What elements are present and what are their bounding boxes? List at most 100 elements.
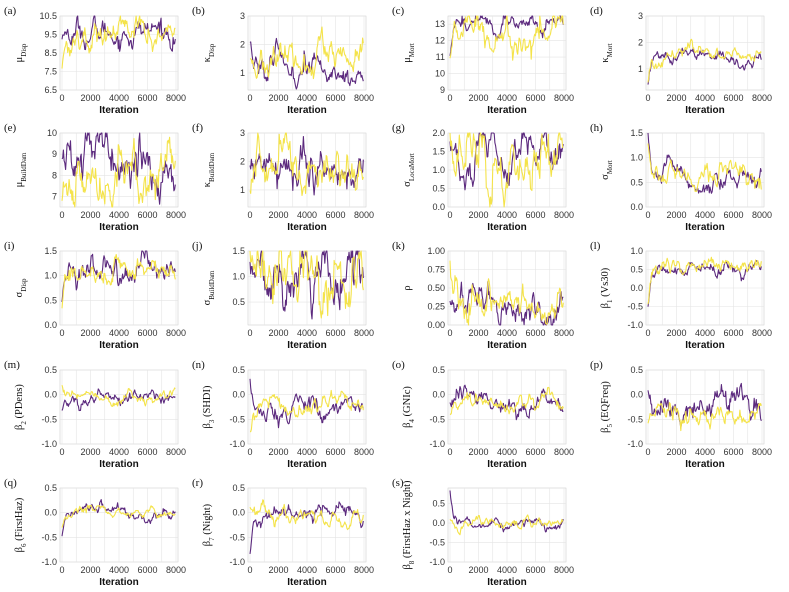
x-tick-label: 0 — [645, 210, 650, 220]
x-axis-label: Iteration — [685, 340, 724, 351]
y-axis-label: β6 (FirstHaz) — [14, 497, 28, 552]
y-tick-label: 0.0 — [432, 390, 445, 400]
y-axis-label: μMort — [402, 43, 416, 63]
y-tick-label: 0.5 — [44, 483, 57, 493]
y-tick-label: 0.0 — [232, 508, 245, 518]
x-tick-label: 8000 — [752, 93, 772, 103]
y-tick-label: 1 — [240, 68, 245, 78]
y-tick-label: 0.5 — [232, 483, 245, 493]
x-tick-label: 6000 — [525, 447, 545, 457]
x-axis-label: Iteration — [685, 222, 724, 233]
y-tick-label: 1 — [240, 185, 245, 195]
y-tick-label: 1.0 — [44, 271, 57, 281]
x-tick-label: 6000 — [325, 447, 345, 457]
y-axis-label: κDisp — [202, 43, 216, 62]
panel-n: (n) -1.0 -0.5 0.0 0.5 0 2000 4000 6000 8000 Iterat… — [192, 359, 374, 470]
x-tick-label: 0 — [247, 565, 252, 575]
y-tick-label: 0.5 — [232, 297, 245, 307]
y-tick-label: 2 — [240, 39, 245, 49]
x-tick-label: 4000 — [297, 447, 317, 457]
y-tick-label: 12 — [435, 36, 445, 46]
y-tick-label: 7 — [52, 191, 57, 201]
y-axis-label: β5 (EQFreq) — [600, 381, 614, 433]
x-axis-label: Iteration — [99, 459, 138, 470]
x-axis-label: Iteration — [287, 340, 326, 351]
y-tick-label: 13 — [435, 19, 445, 29]
y-tick-label: 1.0 — [232, 272, 245, 282]
y-tick-label: 0.75 — [427, 265, 445, 275]
x-tick-label: 4000 — [109, 93, 129, 103]
x-tick-label: 4000 — [497, 565, 517, 575]
x-tick-label: 0 — [247, 93, 252, 103]
y-tick-label: 9.5 — [44, 30, 57, 40]
y-tick-label: -0.5 — [627, 414, 643, 424]
y-tick-label: 0.5 — [630, 365, 643, 375]
y-tick-label: 2 — [240, 156, 245, 166]
y-tick-label: 6.5 — [44, 85, 57, 95]
x-tick-label: 0 — [447, 210, 452, 220]
x-tick-label: 0 — [447, 328, 452, 338]
x-tick-label: 6000 — [137, 565, 157, 575]
y-tick-label: 0.0 — [44, 320, 57, 330]
panel-o: (o) -1.0 -0.5 0.0 0.5 0 2000 4000 6000 8000 Iterat… — [392, 359, 574, 470]
y-axis-label: σMort — [600, 160, 614, 180]
x-tick-label: 6000 — [525, 93, 545, 103]
x-tick-label: 2000 — [268, 447, 288, 457]
panel-label-o: (o) — [392, 359, 405, 371]
x-axis-label: Iteration — [99, 577, 138, 588]
y-tick-label: 0.5 — [432, 184, 445, 194]
y-tick-label: 1.0 — [630, 246, 643, 256]
y-tick-label: -1.0 — [41, 439, 57, 449]
x-axis-label: Iteration — [287, 222, 326, 233]
y-tick-label: 0.5 — [432, 499, 445, 509]
x-tick-label: 4000 — [695, 93, 715, 103]
x-tick-label: 0 — [59, 565, 64, 575]
x-tick-label: 0 — [645, 447, 650, 457]
panel-label-s: (s) — [392, 477, 404, 489]
series-line-2 — [249, 389, 364, 433]
panel-d: (d) 1 2 3 0 2000 4000 6000 8000 Iteration κMort — [590, 5, 772, 116]
y-tick-label: 0.0 — [630, 202, 643, 212]
panel-label-d: (d) — [590, 5, 603, 17]
y-axis-label: β2 (PDens) — [14, 384, 28, 430]
y-tick-label: 9 — [52, 149, 57, 159]
y-tick-label: -0.5 — [229, 532, 245, 542]
y-tick-label: 1 — [638, 64, 643, 74]
panel-f: (f) 1 2 3 0 2000 4000 6000 8000 Iteration κBuildDa… — [192, 122, 374, 233]
y-tick-label: 1.0 — [630, 153, 643, 163]
series-line-1 — [647, 47, 762, 85]
series-line-1 — [61, 499, 176, 537]
y-tick-label: 8 — [52, 170, 57, 180]
x-tick-label: 0 — [447, 93, 452, 103]
series-line-2 — [449, 132, 564, 208]
series-line-2 — [647, 38, 762, 83]
x-tick-label: 6000 — [137, 93, 157, 103]
series-line-1 — [647, 132, 762, 194]
panel-label-b: (b) — [192, 5, 205, 17]
x-tick-label: 2000 — [268, 210, 288, 220]
y-tick-label: 1.5 — [44, 246, 57, 256]
panel-c: (c) 9 10 11 12 13 0 2000 4000 6000 8000 Iteration μM… — [392, 5, 574, 116]
y-tick-label: 0.5 — [44, 365, 57, 375]
x-axis-label: Iteration — [287, 577, 326, 588]
x-tick-label: 8000 — [166, 93, 186, 103]
series-line-2 — [249, 132, 364, 197]
y-axis-label: ρ — [402, 285, 413, 290]
y-axis-label: σLocaMort — [402, 153, 416, 187]
panel-m: (m) -1.0 -0.5 0.0 0.5 0 2000 4000 6000 8000 Iterat… — [4, 359, 186, 470]
x-tick-label: 0 — [447, 447, 452, 457]
x-tick-label: 0 — [247, 210, 252, 220]
x-tick-label: 2000 — [468, 93, 488, 103]
y-tick-label: -0.5 — [627, 302, 643, 312]
y-tick-label: 0.5 — [44, 295, 57, 305]
y-tick-label: 0.0 — [630, 283, 643, 293]
x-tick-label: 4000 — [497, 328, 517, 338]
series-line-1 — [449, 281, 564, 326]
x-tick-label: 2000 — [666, 93, 686, 103]
y-tick-label: -1.0 — [41, 557, 57, 567]
x-tick-label: 2000 — [666, 328, 686, 338]
x-tick-label: 6000 — [325, 328, 345, 338]
y-tick-label: 10 — [47, 128, 57, 138]
series-line-2 — [61, 504, 176, 528]
y-tick-label: 9 — [440, 85, 445, 95]
